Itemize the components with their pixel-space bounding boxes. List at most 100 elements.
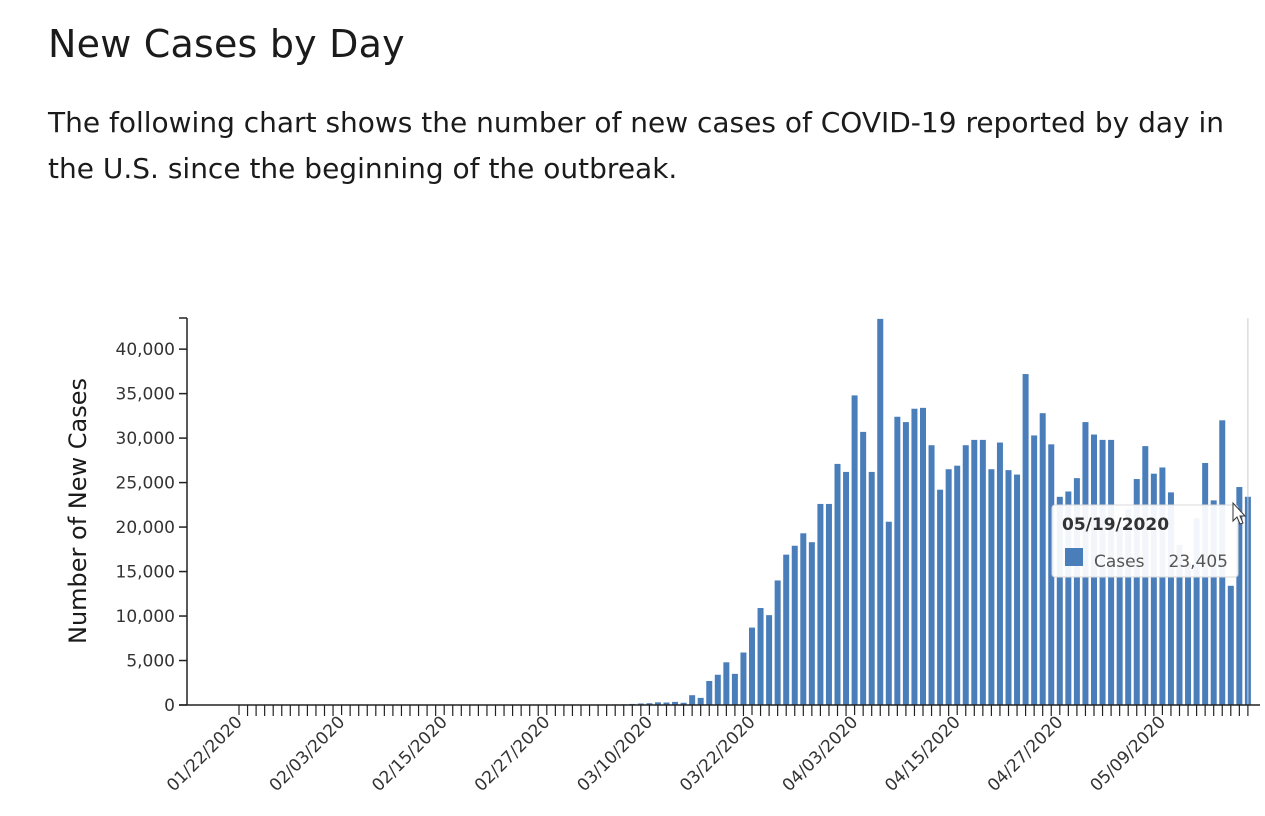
y-tick-label: 5,000 <box>126 652 175 672</box>
bar-04/26/2020[interactable] <box>1048 444 1055 705</box>
bar-03/13/2020[interactable] <box>672 701 679 705</box>
y-tick-label: 20,000 <box>116 518 175 538</box>
bar-03/26/2020[interactable] <box>783 554 790 705</box>
bar-03/28/2020[interactable] <box>800 533 807 705</box>
bar-04/14/2020[interactable] <box>945 469 952 705</box>
bar-05/13/2020[interactable] <box>1193 518 1200 705</box>
x-tick-label: 02/15/2020 <box>368 712 451 795</box>
bar-04/08/2020[interactable] <box>894 416 901 705</box>
tooltip: 05/19/2020 Cases 23,405 <box>1051 504 1239 578</box>
bar-04/06/2020[interactable] <box>877 318 884 705</box>
bar-04/10/2020[interactable] <box>911 408 918 705</box>
x-tick-label: 02/03/2020 <box>266 712 349 795</box>
tooltip-value: 23,405 <box>1169 552 1228 572</box>
bar-03/21/2020[interactable] <box>740 652 747 705</box>
x-tick-label: 03/10/2020 <box>574 712 657 795</box>
intro-line-2: the U.S. since the beginning of the outb… <box>48 152 678 185</box>
bar-04/15/2020[interactable] <box>954 465 961 705</box>
tooltip-series-name: Cases <box>1094 552 1145 572</box>
bar-03/24/2020[interactable] <box>766 615 773 705</box>
bar-04/27/2020[interactable] <box>1056 496 1063 705</box>
x-tick-label: 01/22/2020 <box>163 712 246 795</box>
y-tick-label: 10,000 <box>116 607 175 627</box>
bar-03/31/2020[interactable] <box>825 503 832 705</box>
bar-03/25/2020[interactable] <box>774 580 781 705</box>
bar-05/18/2020[interactable] <box>1236 487 1243 705</box>
bar-04/01/2020[interactable] <box>834 463 841 705</box>
intro-line-1: The following chart shows the number of … <box>48 106 1225 139</box>
bar-03/14/2020[interactable] <box>680 702 687 705</box>
bar-05/06/2020[interactable] <box>1133 479 1140 705</box>
bar-03/19/2020[interactable] <box>723 662 730 705</box>
bar-04/16/2020[interactable] <box>962 445 969 705</box>
bar-04/19/2020[interactable] <box>988 469 995 705</box>
y-axis: 0 5,000 10,000 15,000 20,000 25,000 30,000 35,0… <box>116 317 188 716</box>
x-tick-label: 04/27/2020 <box>984 712 1067 795</box>
bar-04/24/2020[interactable] <box>1031 435 1038 705</box>
bar-03/16/2020[interactable] <box>697 697 704 705</box>
bar-04/25/2020[interactable] <box>1039 413 1046 705</box>
bar-04/20/2020[interactable] <box>996 442 1003 705</box>
bar-03/22/2020[interactable] <box>749 627 755 705</box>
bar-04/22/2020[interactable] <box>1014 474 1021 705</box>
bar-04/23/2020[interactable] <box>1022 374 1029 705</box>
y-axis-title: Number of New Cases <box>64 378 92 644</box>
bar-04/09/2020[interactable] <box>902 422 909 705</box>
bar-03/23/2020[interactable] <box>757 608 764 705</box>
x-tick-label: 03/22/2020 <box>676 712 759 795</box>
bar-03/15/2020[interactable] <box>689 695 696 705</box>
y-tick-label: 0 <box>164 696 175 716</box>
bar-03/10/2020[interactable] <box>646 703 653 705</box>
bar-03/29/2020[interactable] <box>808 542 815 705</box>
bar-03/11/2020[interactable] <box>654 702 661 705</box>
bar-04/04/2020[interactable] <box>860 431 867 705</box>
bar-05/11/2020[interactable] <box>1176 544 1183 705</box>
bar-03/20/2020[interactable] <box>731 673 738 705</box>
bar-04/07/2020[interactable] <box>885 521 892 705</box>
x-tick-label: 04/15/2020 <box>881 712 964 795</box>
y-tick-label: 35,000 <box>116 385 175 405</box>
bar-05/09/2020[interactable] <box>1159 467 1166 705</box>
bar-04/17/2020[interactable] <box>971 439 978 705</box>
bar-03/17/2020[interactable] <box>706 680 713 705</box>
bar-04/28/2020[interactable] <box>1065 491 1072 705</box>
bar-03/27/2020[interactable] <box>791 545 798 705</box>
bar-05/14/2020[interactable] <box>1202 463 1209 705</box>
bar-03/18/2020[interactable] <box>714 674 721 705</box>
bar-05/17/2020[interactable] <box>1227 585 1234 705</box>
x-tick-label: 05/09/2020 <box>1087 712 1170 795</box>
page-title: New Cases by Day <box>48 22 405 66</box>
bar-04/29/2020[interactable] <box>1073 478 1080 705</box>
bar-04/21/2020[interactable] <box>1005 470 1012 705</box>
bar-04/11/2020[interactable] <box>920 407 926 705</box>
y-tick-label: 25,000 <box>116 474 175 494</box>
x-axis: 01/22/2020 02/03/2020 02/15/2020 02/27/2020… <box>163 704 1260 796</box>
intro-paragraph: The following chart shows the number of … <box>48 100 1265 192</box>
mouse-cursor-icon <box>1232 501 1247 525</box>
x-tick-label: 02/27/2020 <box>471 712 554 795</box>
bar-04/05/2020[interactable] <box>868 471 875 705</box>
bar-04/13/2020[interactable] <box>937 489 944 705</box>
bar-04/02/2020[interactable] <box>843 471 850 705</box>
bar-05/10/2020[interactable] <box>1167 492 1174 705</box>
y-tick-label: 30,000 <box>116 429 175 449</box>
y-tick-label: 40,000 <box>116 340 175 360</box>
y-tick-label: 15,000 <box>116 563 175 583</box>
bar-04/12/2020[interactable] <box>928 445 935 705</box>
bar-05/12/2020[interactable] <box>1185 562 1192 705</box>
bar-03/30/2020[interactable] <box>817 503 824 705</box>
bar-04/03/2020[interactable] <box>851 395 858 705</box>
bar-03/12/2020[interactable] <box>663 702 670 705</box>
tooltip-swatch <box>1065 548 1083 566</box>
bar-05/15/2020[interactable] <box>1210 500 1217 705</box>
x-tick-label: 04/03/2020 <box>779 712 862 795</box>
bar-05/05/2020[interactable] <box>1125 509 1132 705</box>
bar-05/04/2020[interactable] <box>1116 527 1123 705</box>
tooltip-box <box>1051 504 1239 578</box>
bar-05/08/2020[interactable] <box>1150 473 1157 705</box>
bar-04/18/2020[interactable] <box>979 439 986 705</box>
tooltip-date: 05/19/2020 <box>1062 515 1169 535</box>
bar-03/09/2020[interactable] <box>637 703 644 705</box>
